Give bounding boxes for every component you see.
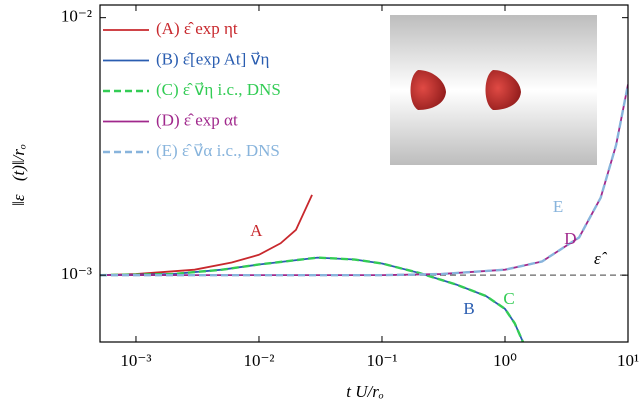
inset-image (390, 15, 597, 165)
y-tick-label: 10⁻³ (61, 264, 92, 283)
legend-label: (D) ε̂ exp αt (156, 110, 238, 129)
y-axis-label: ‖ε⃗(t)‖/rₒ (9, 144, 28, 206)
series-line (100, 84, 628, 277)
curve-label: C (503, 289, 514, 308)
curve-label: A (250, 221, 263, 240)
curve-label: B (463, 299, 474, 318)
series-line (100, 256, 525, 342)
legend-label: (C) ε̂ v⃗η i.c., DNS (156, 80, 281, 99)
curve-label: D (564, 229, 576, 248)
legend-label: (B) ε̂[exp At] v⃗η (156, 49, 269, 68)
x-tick-label: 10⁰ (493, 351, 517, 370)
curve-label: E (553, 197, 563, 216)
x-axis-label: t U/rₒ (346, 382, 384, 401)
x-tick-label: 10¹ (617, 351, 639, 370)
x-tick-label: 10⁻² (243, 351, 274, 370)
legend-label: (E) ε̂ v⃗α i.c., DNS (156, 141, 280, 160)
x-tick-label: 10⁻³ (120, 351, 151, 370)
series-line (100, 256, 524, 342)
plot-frame (99, 4, 629, 343)
reference-label: ε̂ (594, 249, 608, 268)
x-tick-label: 10⁻¹ (366, 351, 397, 370)
legend-label: (A) ε̂ exp ηt (156, 19, 238, 38)
y-tick-label: 10⁻² (61, 7, 92, 26)
